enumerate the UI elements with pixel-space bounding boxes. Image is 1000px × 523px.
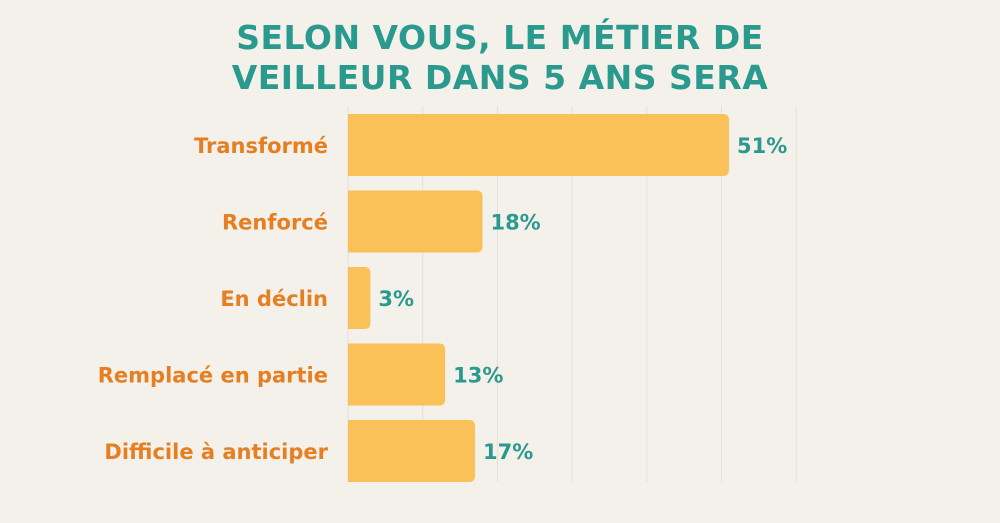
bar-row: Difficile à anticiper 17% (104, 420, 533, 482)
value-label: 3% (378, 287, 414, 311)
bar (348, 190, 483, 253)
bar (348, 114, 729, 176)
category-label: Difficile à anticiper (104, 440, 328, 464)
bar (348, 267, 371, 329)
bar-row: En déclin 3% (220, 267, 414, 329)
bar (348, 343, 446, 406)
value-label: 13% (453, 364, 503, 388)
category-label: En déclin (220, 287, 328, 311)
value-label: 17% (483, 440, 533, 464)
value-label: 51% (737, 134, 787, 158)
chart-title-line-2: VEILLEUR DANS 5 ANS SERA (231, 58, 769, 97)
category-label: Renforcé (222, 211, 328, 235)
bar-row: Transformé 51% (194, 114, 787, 176)
value-label: 18% (490, 211, 540, 235)
chart-title: SELON VOUS, LE MÉTIER DE VEILLEUR DANS 5… (0, 18, 1000, 98)
bar (348, 420, 475, 482)
category-label: Remplacé en partie (98, 364, 328, 388)
bar-row: Renforcé 18% (222, 190, 541, 253)
chart-title-line-1: SELON VOUS, LE MÉTIER DE (236, 18, 764, 57)
bar-row: Remplacé en partie 13% (98, 343, 503, 406)
category-label: Transformé (194, 134, 328, 158)
